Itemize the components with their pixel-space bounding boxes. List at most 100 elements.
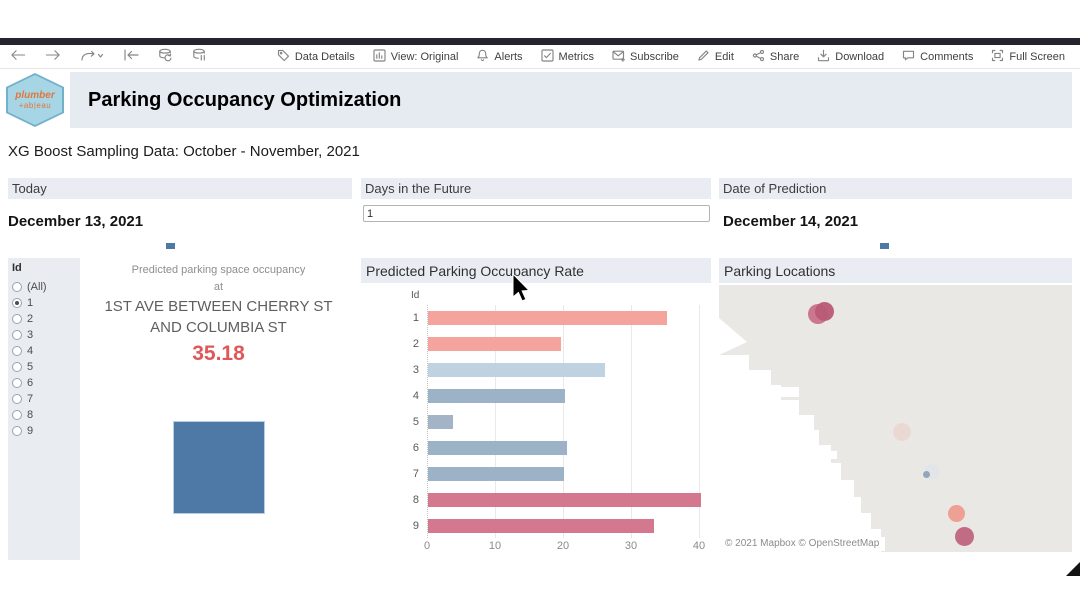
id-option-all[interactable]: (All) — [12, 279, 80, 295]
chart-gridline — [495, 305, 496, 538]
toolbar-item-label: Edit — [714, 50, 734, 63]
id-filter-panel: Id (All) 1 2 3 4 5 6 7 8 9 — [8, 258, 80, 560]
id-option-label: (All) — [27, 281, 47, 293]
page-title: Parking Occupancy Optimization — [88, 88, 402, 111]
app-logo[interactable]: plumber +ab|eau — [6, 73, 64, 127]
days-in-future-input[interactable] — [363, 205, 710, 222]
today-mark-square[interactable] — [166, 243, 175, 249]
bar-category-label: 8 — [412, 494, 419, 506]
radio-button-icon[interactable] — [12, 282, 22, 292]
tag-icon — [277, 49, 290, 65]
id-option-5[interactable]: 5 — [12, 359, 80, 375]
radio-button-icon[interactable] — [12, 394, 22, 404]
dashboard-subtitle: XG Boost Sampling Data: October - Novemb… — [8, 143, 360, 160]
redo-button[interactable] — [78, 49, 106, 65]
prediction-panel-header: Date of Prediction — [719, 178, 1072, 199]
map-location-point-5[interactable] — [922, 470, 930, 478]
toolbar-menu: Data Details View: Original Alerts Metrics S… — [270, 47, 1072, 67]
prediction-mark-square[interactable] — [880, 243, 889, 249]
toolbar-item-label: Subscribe — [630, 50, 679, 63]
card-square-mark[interactable] — [173, 421, 265, 514]
toolbar-share-button[interactable]: Share — [745, 47, 806, 67]
toolbar-data-details-button[interactable]: Data Details — [270, 47, 362, 67]
id-option-label: 9 — [27, 425, 34, 437]
back-icon — [10, 49, 26, 64]
id-filter-title: Id — [12, 262, 22, 274]
radio-button-icon[interactable] — [12, 426, 22, 436]
toolbar-item-label: Full Screen — [1009, 50, 1065, 63]
toolbar-item-label: Data Details — [294, 50, 355, 63]
radio-button-icon[interactable] — [12, 362, 22, 372]
radio-button-icon[interactable] — [12, 298, 22, 308]
bar-id-6[interactable] — [428, 441, 568, 455]
toolbar-item-label: Metrics — [558, 50, 594, 63]
id-filter-options: (All) 1 2 3 4 5 6 7 8 9 — [12, 279, 80, 439]
pause-updates-button[interactable] — [190, 48, 209, 66]
id-option-2[interactable]: 2 — [12, 311, 80, 327]
toolbar-metrics-button[interactable]: Metrics — [534, 47, 601, 67]
id-option-7[interactable]: 7 — [12, 391, 80, 407]
revert-button[interactable] — [121, 49, 141, 64]
radio-button-icon[interactable] — [12, 330, 22, 340]
parking-locations-map[interactable]: © 2021 Mapbox © OpenStreetMap — [719, 285, 1072, 552]
id-option-4[interactable]: 4 — [12, 343, 80, 359]
toolbar-comments-button[interactable]: Comments — [895, 47, 980, 67]
bar-id-5[interactable] — [428, 415, 454, 429]
id-option-label: 3 — [27, 329, 34, 341]
days-future-panel-header: Days in the Future — [361, 178, 711, 199]
map-attribution[interactable]: © 2021 Mapbox © OpenStreetMap — [722, 537, 886, 551]
bar-id-1[interactable] — [428, 311, 668, 325]
viewer-toolbar: Data Details View: Original Alerts Metrics S… — [0, 45, 1080, 69]
redo-icon — [80, 49, 104, 65]
bar-id-3[interactable] — [428, 363, 605, 377]
id-option-9[interactable]: 9 — [12, 423, 80, 439]
today-date-value: December 13, 2021 — [8, 213, 144, 230]
id-option-1[interactable]: 1 — [12, 295, 80, 311]
card-caption-line2: at — [213, 281, 224, 293]
id-option-label: 7 — [27, 393, 34, 405]
map-location-point-2[interactable] — [814, 301, 834, 321]
bar-id-9[interactable] — [428, 519, 655, 533]
bar-id-8[interactable] — [428, 493, 702, 507]
metrics-icon — [540, 48, 554, 65]
radio-button-icon[interactable] — [12, 314, 22, 324]
chart-category-axis-label: Id — [411, 290, 420, 301]
toolbar-download-button[interactable]: Download — [810, 47, 891, 67]
id-option-6[interactable]: 6 — [12, 375, 80, 391]
forward-button[interactable] — [43, 49, 63, 64]
id-option-label: 6 — [27, 377, 34, 389]
radio-button-icon[interactable] — [12, 410, 22, 420]
id-option-3[interactable]: 3 — [12, 327, 80, 343]
radio-button-icon[interactable] — [12, 346, 22, 356]
toolbar-full-screen-button[interactable]: Full Screen — [984, 47, 1072, 67]
card-location: 1ST AVE BETWEEN CHERRY ST AND COLUMBIA S… — [104, 298, 333, 336]
toolbar-view-original-button[interactable]: View: Original — [366, 47, 466, 67]
forward-icon — [45, 49, 61, 64]
radio-button-icon[interactable] — [12, 378, 22, 388]
refresh-data-button[interactable] — [156, 48, 175, 66]
id-option-label: 1 — [27, 297, 34, 309]
toolbar-item-label: Alerts — [494, 50, 523, 63]
map-location-point-6[interactable] — [947, 504, 965, 522]
map-location-point-3[interactable] — [893, 423, 911, 441]
map-location-point-7[interactable] — [954, 526, 974, 546]
chart-zero-line — [427, 305, 428, 538]
toolbar-alerts-button[interactable]: Alerts — [469, 47, 529, 67]
chart-gridline — [563, 305, 564, 538]
fullscreen-icon — [991, 49, 1004, 65]
bar-category-label: 7 — [412, 468, 419, 480]
back-button[interactable] — [8, 49, 28, 64]
bar-id-7[interactable] — [428, 467, 564, 481]
toolbar-edit-button[interactable]: Edit — [690, 47, 741, 67]
bar-category-label: 5 — [412, 416, 419, 428]
id-option-label: 2 — [27, 313, 34, 325]
download-icon — [817, 49, 830, 65]
bar-id-4[interactable] — [428, 389, 565, 403]
toolbar-history-controls — [8, 48, 209, 66]
bar-id-2[interactable] — [428, 337, 562, 351]
x-axis-tick-label: 30 — [624, 540, 638, 552]
id-option-8[interactable]: 8 — [12, 407, 80, 423]
map-water-shapes — [719, 318, 881, 552]
toolbar-subscribe-button[interactable]: Subscribe — [605, 47, 686, 67]
card-predicted-value: 35.18 — [192, 342, 245, 365]
